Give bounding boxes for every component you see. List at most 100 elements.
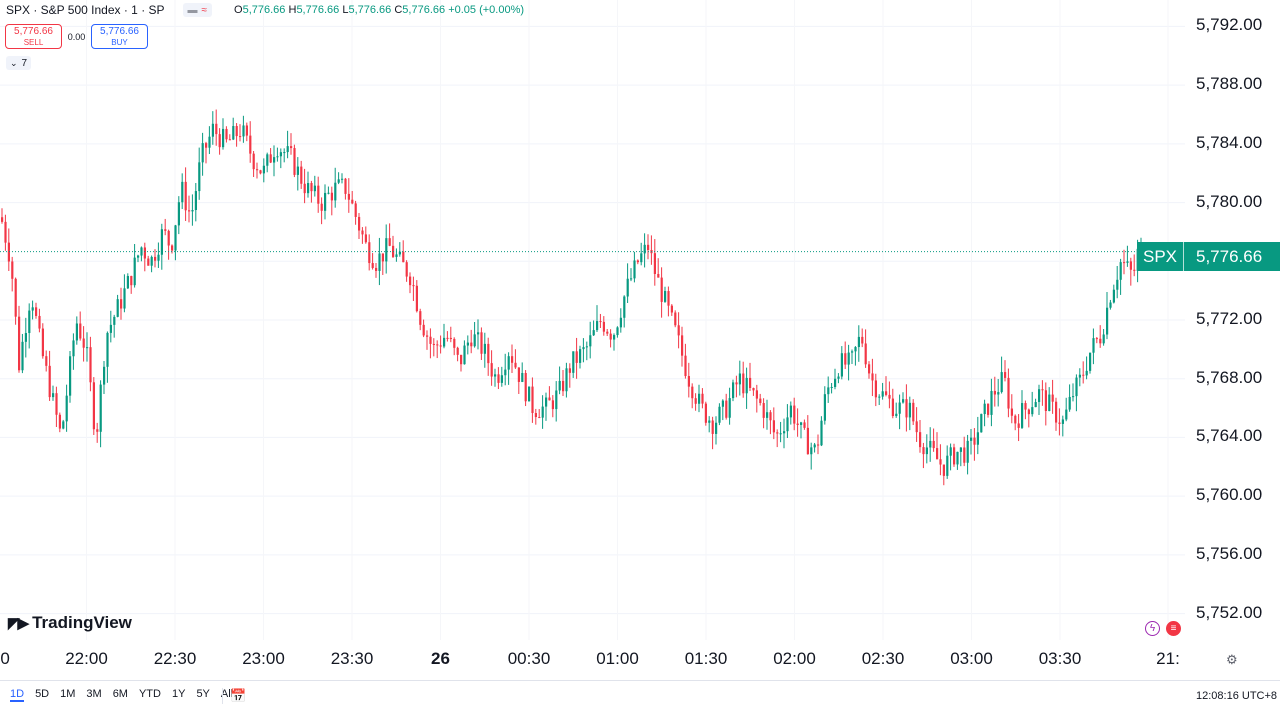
timeframe-ytd[interactable]: YTD xyxy=(138,688,161,700)
timeframe-3m[interactable]: 3M xyxy=(86,688,102,700)
candle xyxy=(453,337,456,356)
timeframe-6m[interactable]: 6M xyxy=(112,688,128,700)
candle xyxy=(983,399,986,427)
calendar-icon[interactable]: 📅 xyxy=(230,688,247,703)
price-tick-label: 5,784.00 xyxy=(1196,132,1263,152)
candle xyxy=(279,148,282,169)
candle xyxy=(562,370,565,397)
candle xyxy=(800,421,803,439)
candle xyxy=(419,308,422,331)
flag-icon[interactable]: ≡ xyxy=(1166,621,1181,636)
buy-label: BUY xyxy=(111,38,128,47)
buy-button[interactable]: 5,776.66 BUY xyxy=(91,24,148,49)
time-tick-label: 22:00 xyxy=(65,649,108,668)
candle xyxy=(480,327,483,361)
timeframe-5d[interactable]: 5D xyxy=(35,688,50,700)
candle xyxy=(555,381,558,422)
candle xyxy=(684,343,687,379)
candle xyxy=(888,381,891,409)
candle xyxy=(62,419,65,430)
candle xyxy=(52,385,55,401)
candle xyxy=(708,416,711,433)
candle xyxy=(86,332,89,362)
candle xyxy=(116,294,119,318)
time-tick-label: 22:30 xyxy=(153,649,197,668)
candle xyxy=(1123,249,1126,275)
candle xyxy=(616,326,619,338)
chart-grid xyxy=(0,25,1185,615)
candle xyxy=(976,416,979,455)
candle xyxy=(65,384,68,432)
candle xyxy=(120,287,123,320)
close-value: 5,776.66 xyxy=(402,4,446,16)
candle xyxy=(653,239,656,286)
gear-icon[interactable]: ⚙ xyxy=(1226,652,1238,667)
candle xyxy=(388,223,391,247)
candle xyxy=(568,363,571,388)
candle xyxy=(188,195,191,223)
timeframe-1m[interactable]: 1M xyxy=(60,688,76,700)
candle xyxy=(602,316,605,336)
candle xyxy=(1109,299,1112,310)
candle xyxy=(35,302,38,319)
tradingview-logo[interactable]: ◤▶ TradingView xyxy=(8,613,132,633)
candle xyxy=(55,386,58,428)
candle xyxy=(225,126,228,143)
candle xyxy=(643,233,646,268)
candle xyxy=(1044,382,1047,426)
sell-button[interactable]: 5,776.66 SELL xyxy=(5,24,62,49)
symbol-title[interactable]: SPX · S&P 500 Index · 1 · SP xyxy=(6,3,165,17)
candle xyxy=(1024,400,1027,420)
candle xyxy=(429,328,432,359)
candle xyxy=(490,350,493,386)
candle xyxy=(830,383,833,394)
candle xyxy=(912,399,915,426)
candle xyxy=(834,368,837,390)
bolt-icon[interactable]: ϟ xyxy=(1145,621,1160,636)
candle xyxy=(300,160,303,189)
candle xyxy=(426,330,429,350)
candle xyxy=(432,338,435,357)
candle xyxy=(881,382,884,400)
candle xyxy=(517,367,520,394)
low-value: 5,776.66 xyxy=(348,4,392,16)
price-tick-label: 5,780.00 xyxy=(1196,191,1263,211)
timeframe-1y[interactable]: 1Y xyxy=(171,688,186,700)
spread-value: 0.00 xyxy=(67,31,86,42)
candle xyxy=(997,379,1000,407)
candle xyxy=(749,362,752,391)
candle xyxy=(466,335,469,355)
candle xyxy=(993,376,996,407)
candle xyxy=(75,316,78,345)
candle xyxy=(41,323,44,359)
indicators-toggle[interactable]: ⌄ 7 xyxy=(6,56,32,70)
badge-ticker: SPX xyxy=(1137,242,1184,271)
timeframe-1d[interactable]: 1D xyxy=(10,688,25,702)
candle xyxy=(239,124,242,142)
clock[interactable]: 12:08:16 UTC+8 xyxy=(1196,690,1278,702)
price-tick-label: 5,752.00 xyxy=(1196,602,1263,622)
candle xyxy=(18,305,21,373)
candle xyxy=(691,383,694,409)
candle xyxy=(942,464,945,486)
candle xyxy=(463,340,466,365)
candle xyxy=(548,386,551,401)
candle xyxy=(218,128,221,155)
candle xyxy=(174,224,177,261)
legend-pill[interactable]: ▬ ≈ xyxy=(182,3,213,17)
candle xyxy=(113,314,116,338)
candle xyxy=(687,362,690,398)
candle xyxy=(256,162,259,179)
candle xyxy=(776,429,779,448)
time-tick-label: 00:30 xyxy=(507,649,551,668)
timeframe-all[interactable]: All xyxy=(220,688,234,700)
candle xyxy=(929,427,932,462)
candle xyxy=(857,325,860,362)
wave-icon: ≈ xyxy=(201,4,208,16)
candle xyxy=(919,419,922,453)
candle xyxy=(402,240,405,263)
candle xyxy=(89,336,92,392)
candle xyxy=(201,132,204,176)
timeframe-5y[interactable]: 5Y xyxy=(196,688,210,700)
